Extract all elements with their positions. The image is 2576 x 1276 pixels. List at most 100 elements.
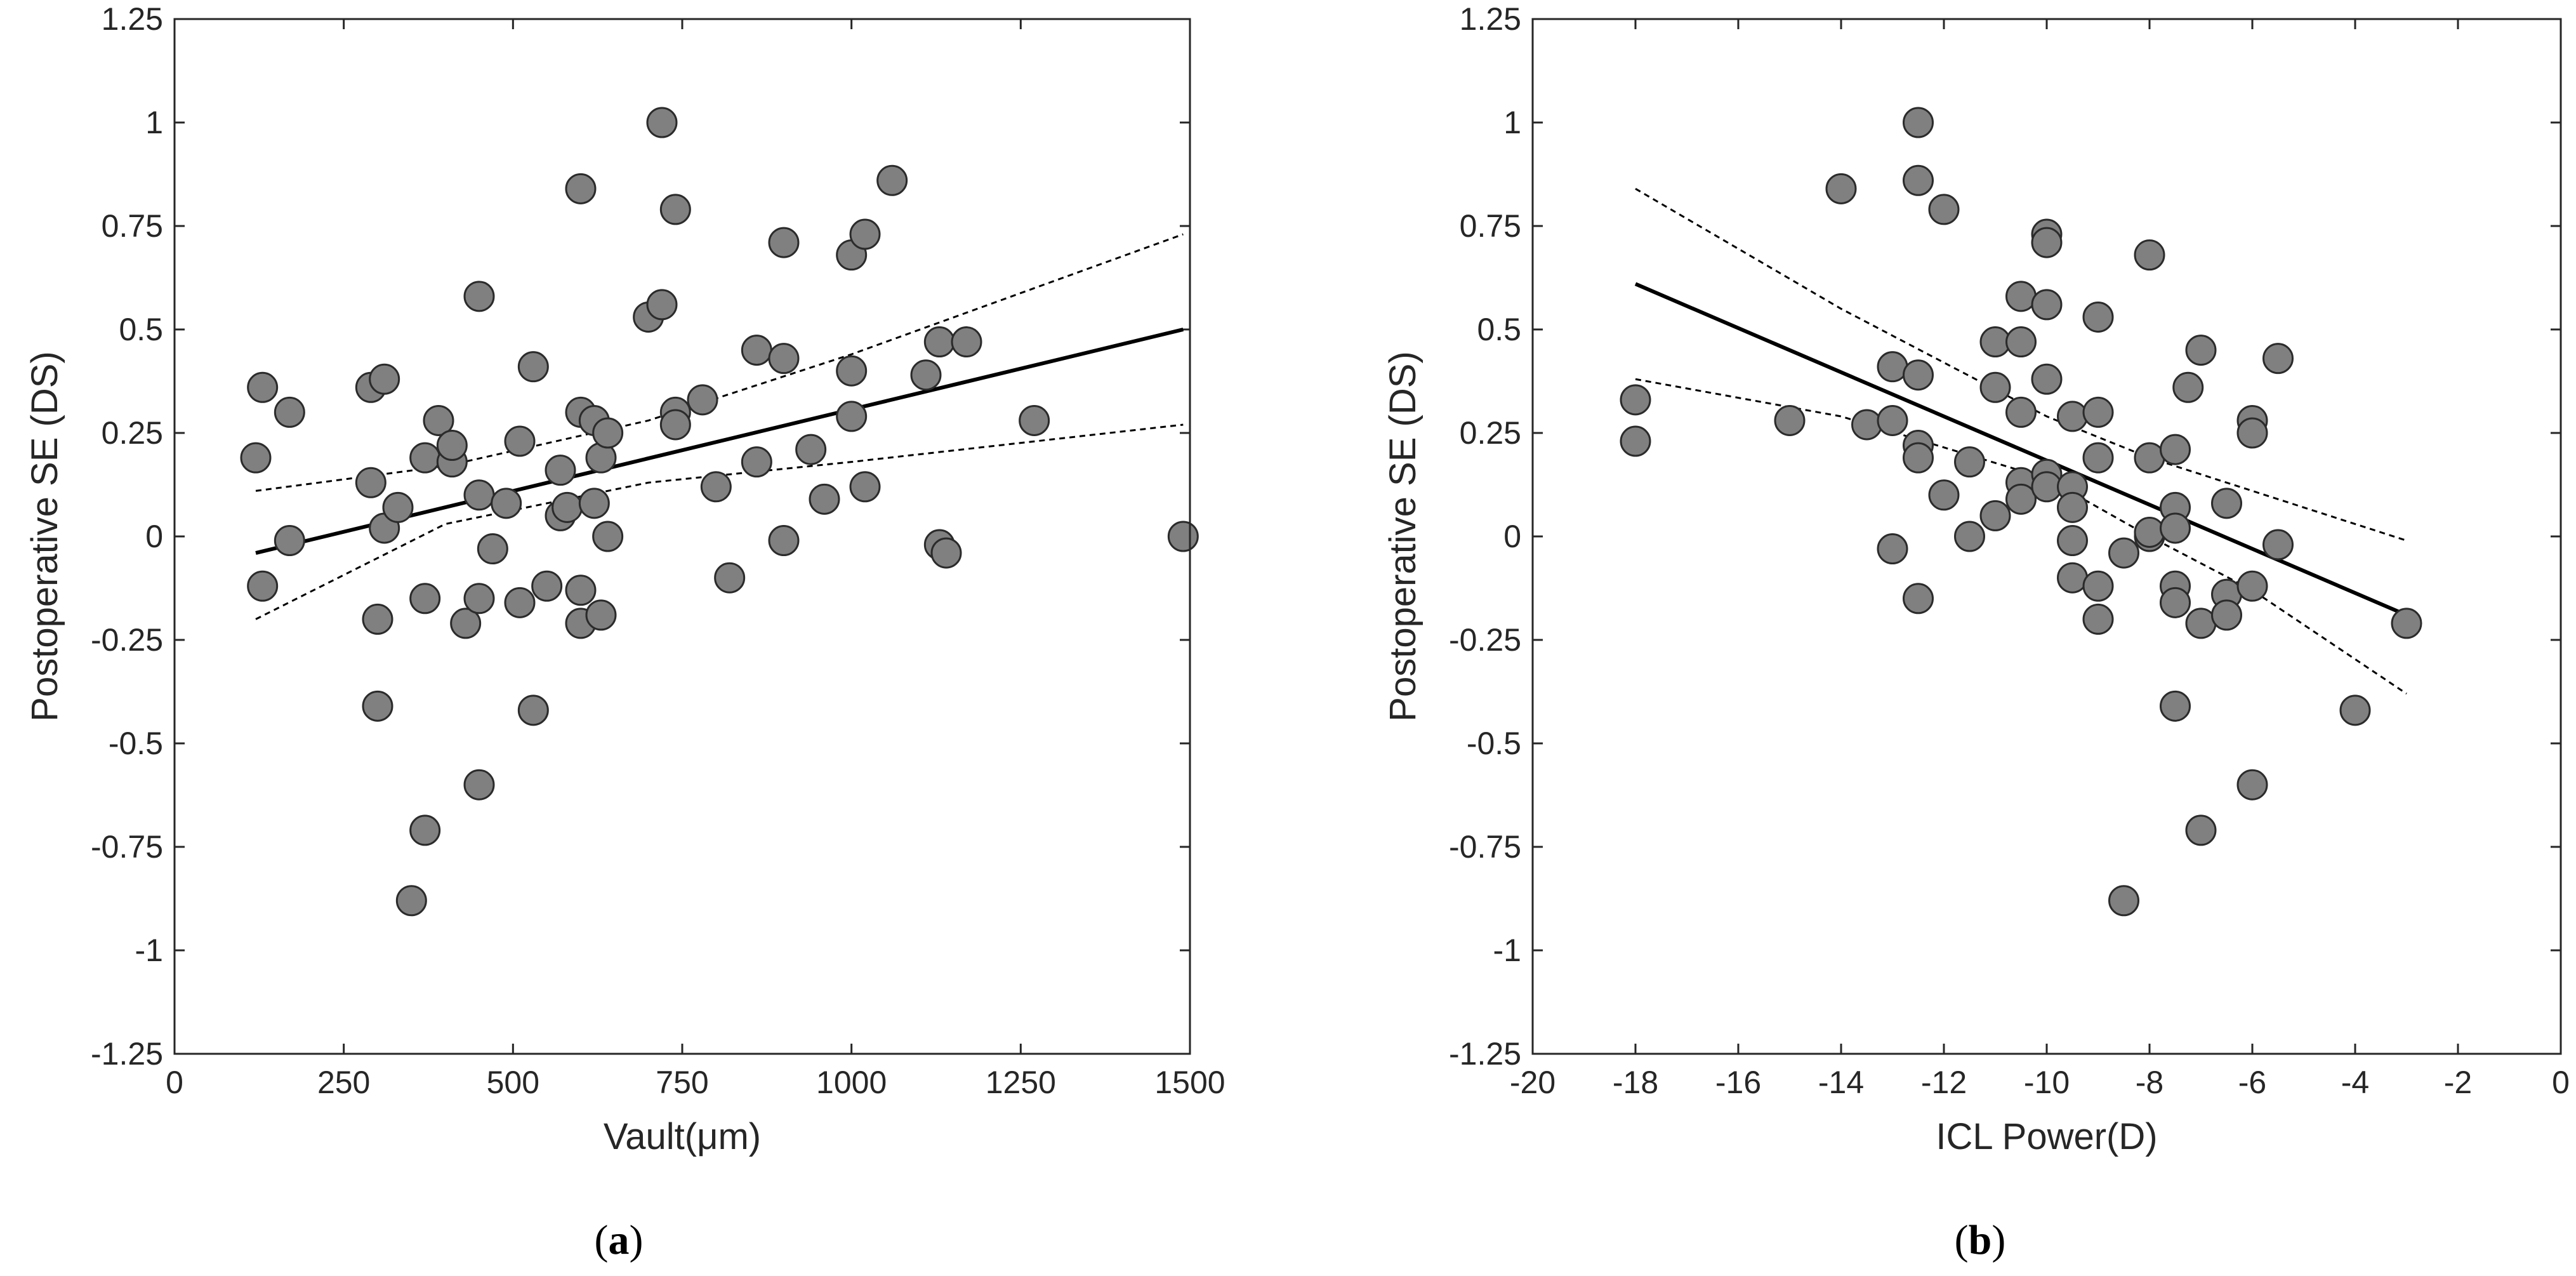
- y-tick-label: 1.25: [1460, 1, 1521, 37]
- data-point: [1954, 446, 1985, 478]
- y-tick-label: 0.25: [1460, 415, 1521, 451]
- data-point: [1851, 409, 1882, 441]
- data-point: [362, 690, 393, 722]
- x-tick-label: -12: [1921, 1065, 1967, 1100]
- data-point: [1954, 521, 1985, 552]
- x-tick-label: -20: [1510, 1065, 1556, 1100]
- data-point: [504, 587, 536, 618]
- data-point: [2005, 396, 2037, 428]
- data-point: [1620, 425, 1651, 457]
- x-tick-label: -4: [2341, 1065, 2369, 1100]
- data-point: [2262, 529, 2294, 561]
- data-point: [274, 396, 305, 428]
- data-point: [382, 491, 414, 523]
- data-point: [463, 769, 495, 801]
- data-point: [687, 384, 718, 416]
- x-tick-label: 1250: [986, 1065, 1056, 1100]
- data-point: [714, 562, 746, 594]
- data-point: [274, 525, 305, 557]
- data-point: [795, 434, 827, 465]
- data-point: [1877, 404, 1908, 436]
- y-tick-label: 0.5: [119, 312, 163, 347]
- data-point: [463, 479, 495, 511]
- y-tick-label: 0.75: [1460, 208, 1521, 244]
- chart-panel-a: 0 250 500 750 1000 1250 1500 -1.25 -1 -0.75 -0.5 -0…: [24, 1, 1225, 1263]
- data-point: [1620, 384, 1651, 416]
- data-point: [592, 417, 624, 449]
- data-point: [362, 603, 393, 635]
- y-axis-label: Postoperative SE (DS): [1382, 351, 1423, 721]
- data-point: [2236, 769, 2268, 801]
- data-point: [585, 599, 617, 631]
- y-tick-label: 1: [145, 105, 163, 140]
- x-tick-label: 1500: [1154, 1065, 1225, 1100]
- plot-area: [175, 19, 1190, 1054]
- data-point: [2082, 603, 2114, 635]
- x-tick-label: 500: [487, 1065, 539, 1100]
- data-point: [646, 107, 678, 138]
- x-tick-label: 0: [2552, 1065, 2570, 1100]
- data-point: [2391, 608, 2422, 639]
- data-point: [545, 455, 576, 486]
- x-axis-label: ICL Power(D): [1936, 1116, 2157, 1157]
- data-point: [2160, 690, 2191, 722]
- data-point: [768, 227, 800, 258]
- y-tick-label: -0.25: [1449, 622, 1521, 658]
- ci-lower-line: [1635, 378, 2407, 695]
- y-tick-label: -0.25: [91, 622, 163, 658]
- panel-caption: (b): [1955, 1217, 2006, 1263]
- data-point: [1903, 107, 1934, 138]
- x-tick-label: -6: [2238, 1065, 2266, 1100]
- data-point: [2082, 301, 2114, 333]
- y-tick-label: -0.75: [1449, 829, 1521, 865]
- data-point: [2160, 512, 2191, 544]
- y-tick-label: -0.5: [1467, 726, 1521, 761]
- x-tick-label: 250: [317, 1065, 370, 1100]
- x-tick-label: -14: [1818, 1065, 1864, 1100]
- data-point: [2236, 417, 2268, 449]
- data-point: [2211, 599, 2242, 631]
- data-point: [531, 570, 563, 602]
- x-tick-label: -16: [1715, 1065, 1761, 1100]
- data-point: [2185, 335, 2217, 366]
- data-point: [1877, 533, 1908, 565]
- ci-upper-line: [1635, 188, 2407, 542]
- data-point: [565, 575, 597, 606]
- y-tick-label: -1: [1493, 933, 1521, 968]
- x-tick-label: 750: [656, 1065, 708, 1100]
- data-point: [2005, 483, 2037, 515]
- data-point: [768, 343, 800, 375]
- data-point: [2031, 289, 2063, 321]
- data-point: [552, 491, 583, 523]
- data-point: [409, 814, 441, 846]
- data-point: [1979, 500, 2011, 531]
- data-point: [517, 694, 549, 726]
- y-tick-label: 0.75: [102, 208, 163, 244]
- y-tick-label: 1: [1503, 105, 1521, 140]
- data-point: [592, 521, 624, 552]
- data-point: [930, 537, 962, 569]
- x-tick-label: -2: [2444, 1065, 2472, 1100]
- data-point: [2211, 488, 2242, 519]
- data-point: [2339, 694, 2371, 726]
- data-point: [1167, 521, 1199, 552]
- data-point: [450, 608, 482, 639]
- data-point: [2082, 396, 2114, 428]
- data-point: [2005, 326, 2037, 358]
- y-tick-label: 0.5: [1477, 312, 1521, 347]
- data-point: [2057, 525, 2088, 557]
- data-point: [409, 442, 441, 474]
- data-point: [836, 355, 868, 387]
- y-tick-label: 0: [145, 519, 163, 554]
- data-point: [2262, 343, 2294, 375]
- data-point: [768, 525, 800, 557]
- data-point: [2108, 537, 2139, 569]
- data-point: [409, 583, 441, 615]
- data-point: [2031, 227, 2063, 258]
- data-point: [240, 442, 272, 474]
- data-point: [700, 471, 732, 503]
- data-point: [1903, 583, 1934, 615]
- data-point: [2057, 401, 2088, 432]
- data-point: [565, 173, 597, 204]
